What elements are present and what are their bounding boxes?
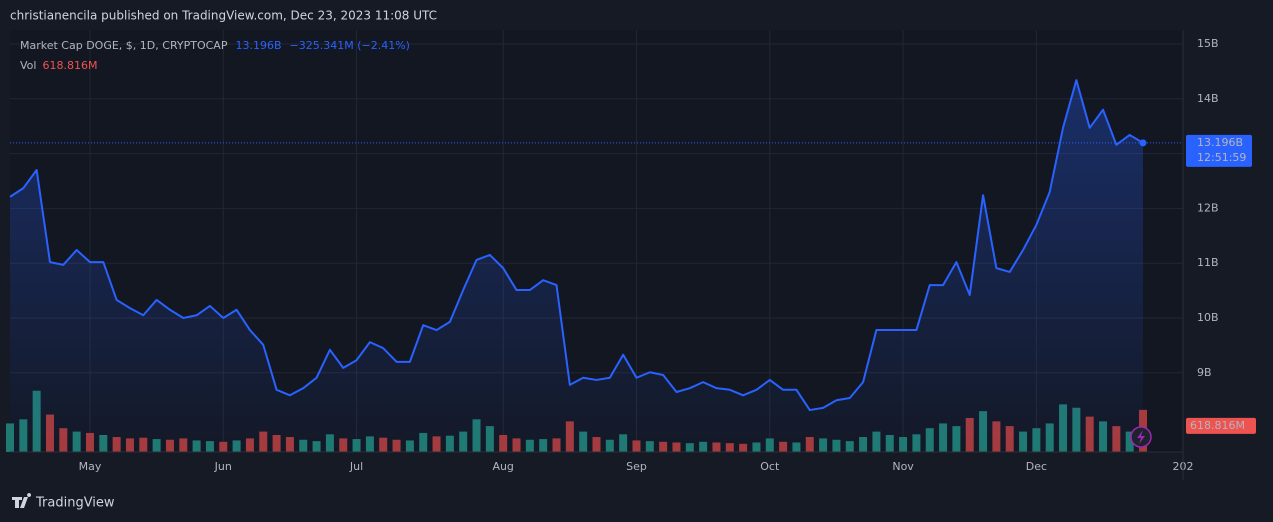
y-tick-label: 11B [1197,256,1219,269]
price-tag [1186,134,1252,167]
legend-vol-value: 618.816M [42,59,97,72]
x-tick-label: Dec [1026,460,1047,473]
vol-tag-value: 618.816M [1190,419,1245,432]
x-tick-label: Jul [349,460,363,473]
x-tick-label: Aug [492,460,513,473]
legend-vol-name: Vol [20,59,36,72]
price-tag-countdown: 12:51:59 [1197,151,1246,164]
y-tick-label: 9B [1197,366,1212,379]
legend-value: 13.196B [235,39,281,52]
legend-name: Market Cap DOGE, $, 1D, CRYPTOCAP [20,39,228,52]
last-price-dot [1139,139,1147,147]
x-tick-label: May [79,460,102,473]
legend-vol: Vol 618.816M [20,59,97,72]
brand: TradingView [35,496,115,511]
brand-logo [12,493,32,508]
publisher: christianencila published on TradingView… [10,9,437,23]
price-tag-value: 13.196B [1197,136,1243,149]
y-tick-label: 14B [1197,92,1219,105]
x-tick-label: Nov [892,460,914,473]
price-line [9,79,1144,412]
y-tick-label: 10B [1197,311,1219,324]
area-fill [10,80,1144,452]
x-tick-label: Sep [626,460,647,473]
legend-change: −325.341M (−2.41%) [290,39,410,52]
x-tick-label: Oct [760,460,780,473]
vol-tag [1186,417,1256,434]
alert-bolt [1137,430,1145,444]
plot-layer: 9B10B11B12B13B14B15BMayJunJulAugSepOctNo… [6,30,1219,473]
y-tick-label: 15B [1197,37,1219,50]
y-tick-label: 12B [1197,201,1219,214]
legend: Market Cap DOGE, $, 1D, CRYPTOCAP 13.196B… [20,39,410,52]
x-tick-label: Jun [214,460,232,473]
